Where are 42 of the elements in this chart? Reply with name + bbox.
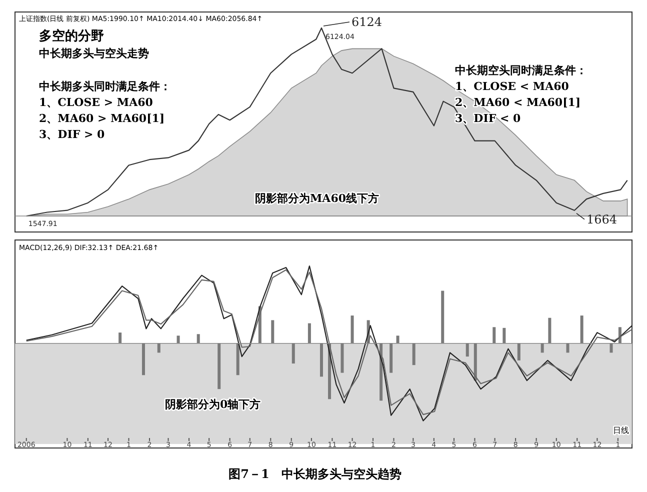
bar: [308, 323, 311, 344]
text: 中长期多头与空头走势: [39, 47, 149, 60]
chart-title: 多空的分野: [39, 28, 104, 44]
annotation: 2、MA60 > MA60[1]: [39, 112, 165, 125]
text: 日线: [613, 426, 629, 435]
annotation: 阴影部分为MA60线下方: [255, 192, 380, 205]
bar: [350, 316, 354, 344]
annotation: 2、MA60 < MA60[1]: [455, 96, 581, 109]
caption: 图7－1 中长期多头与空头趋势: [228, 467, 402, 481]
annotation: 1、CLOSE < MA60: [455, 80, 570, 93]
bar: [502, 328, 506, 344]
bar: [340, 343, 344, 373]
bar: [540, 343, 544, 353]
annotation: 6124: [351, 15, 382, 29]
bar: [466, 343, 469, 357]
bar: [412, 343, 416, 366]
annotation: 阴影部分为0轴下方: [165, 398, 261, 411]
bar: [441, 290, 444, 344]
bar: [566, 343, 570, 353]
bar: [390, 343, 393, 373]
bar: [292, 343, 295, 364]
bar: [142, 343, 145, 376]
bar: [517, 343, 520, 360]
bar: [196, 334, 200, 344]
annotation: 中长期多头同时满足条件：: [39, 80, 171, 93]
bar: [176, 336, 180, 344]
bar: [580, 316, 584, 344]
bar: [320, 343, 323, 377]
bar: [157, 343, 160, 353]
bar: [236, 343, 240, 376]
bar: [271, 320, 274, 344]
bar: [492, 327, 496, 344]
bar: [118, 332, 122, 344]
annotation: 1664: [586, 212, 618, 226]
annotation: 1、CLOSE > MA60: [39, 96, 154, 109]
bar: [548, 318, 552, 344]
annotation: 3、DIF > 0: [39, 128, 106, 141]
annotation: 中长期空头同时满足条件：: [455, 64, 587, 77]
bar: [218, 343, 221, 390]
bar: [396, 336, 400, 344]
bar: [610, 343, 613, 353]
bar: [474, 343, 477, 381]
